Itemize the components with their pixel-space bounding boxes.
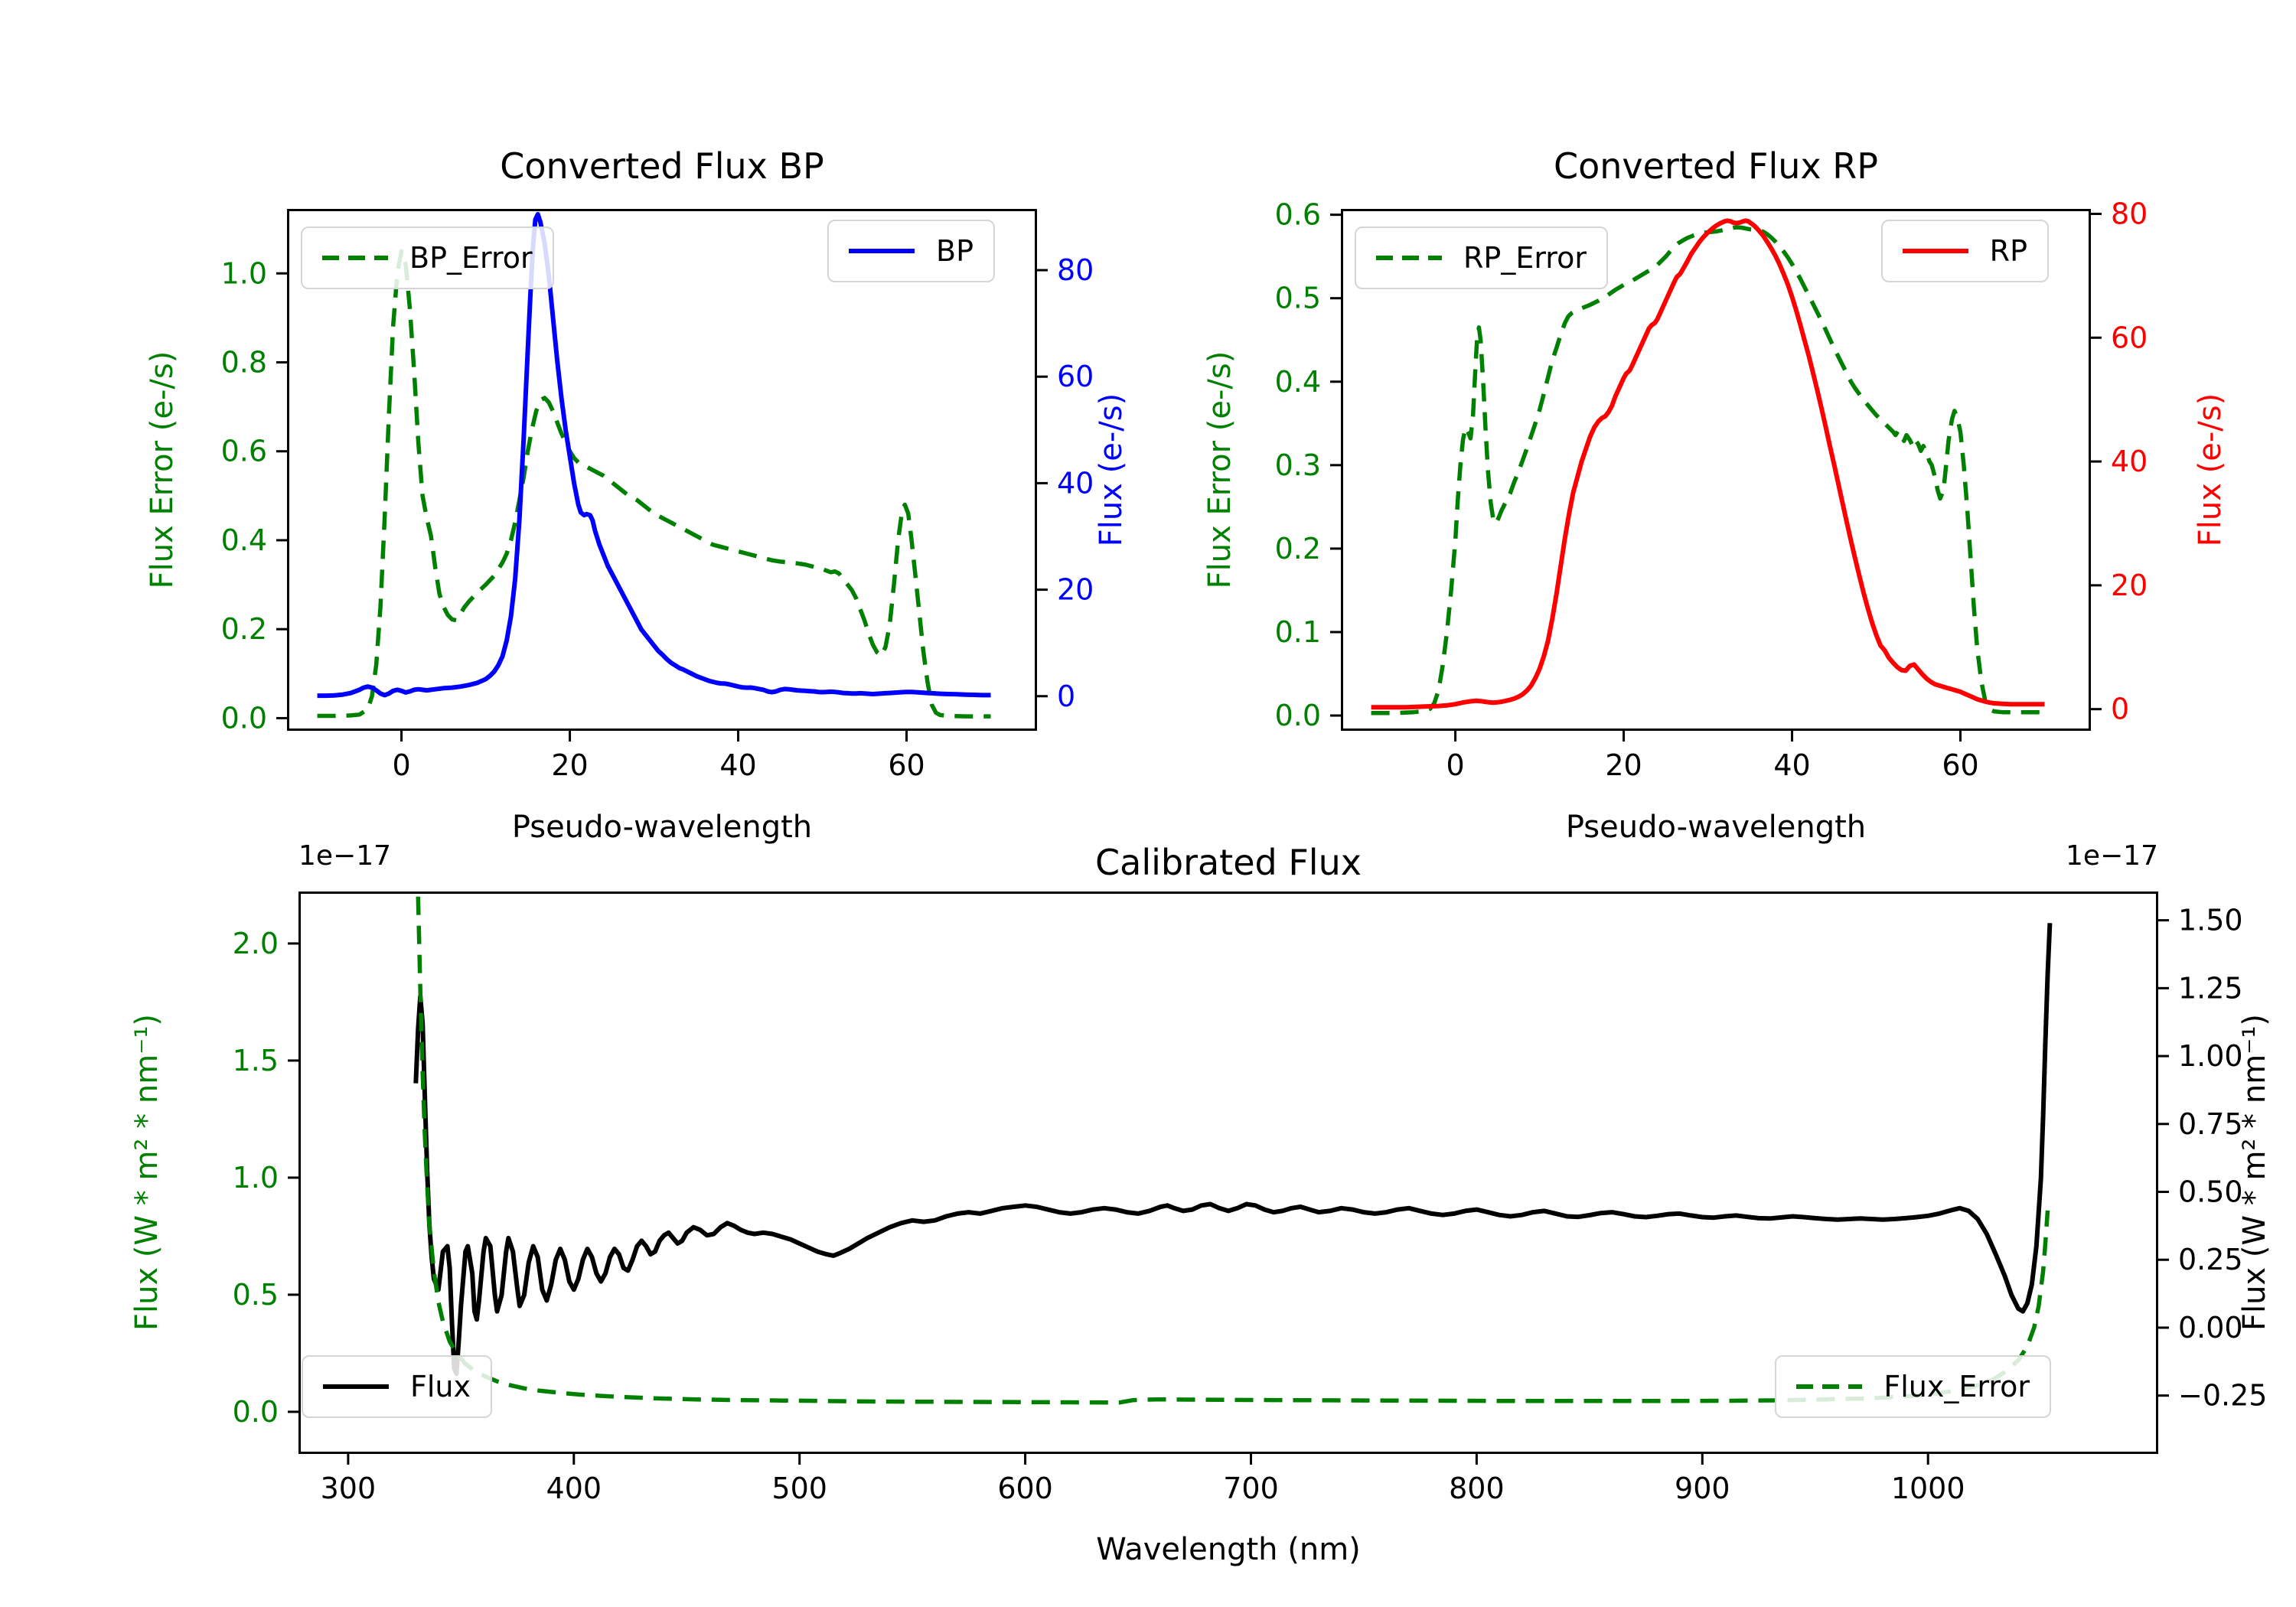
right-tick-label: 0 — [2111, 693, 2129, 726]
left-tick-label: 0.0 — [233, 1395, 279, 1429]
bp-error-legend-line-icon — [322, 256, 388, 260]
bp-legend: BP — [827, 220, 995, 282]
right-tick-label: 20 — [1057, 573, 1094, 607]
left-tick-label: 0.6 — [221, 435, 267, 468]
right-tick-label: 20 — [2111, 569, 2148, 602]
x-tick-label: 800 — [1449, 1472, 1505, 1505]
left-tick-label: 0.3 — [1275, 448, 1321, 482]
bp-legend-label: BP — [936, 234, 974, 268]
left-tick-label: 0.0 — [221, 701, 267, 735]
rp_error-curve — [1371, 225, 2045, 715]
left-tick-label: 0.5 — [233, 1278, 279, 1312]
rp-legend-line-icon — [1902, 249, 1968, 253]
x-tick-label: 20 — [1605, 748, 1642, 782]
right-axis-offset-label: 1e−17 — [2065, 840, 2158, 872]
axes-spines — [298, 892, 2158, 1454]
right-tick-label: 1.00 — [2178, 1039, 2243, 1073]
calibrated-x-axis-label: Wavelength (nm) — [1096, 1532, 1361, 1567]
left-tick-label: 0.0 — [1275, 699, 1321, 732]
rp-chart-canvas: 0 20 40 60 0.0 0.1 0.2 0.3 0.4 0.5 0.6 0 20 40 60 80 — [1275, 197, 2148, 782]
left-tick-label: 0.5 — [1275, 282, 1321, 315]
x-tick-label: 700 — [1223, 1472, 1279, 1505]
left-tick-label: 1.5 — [233, 1044, 279, 1077]
right-tick-label: 40 — [2111, 445, 2148, 478]
right-tick-label: 0.00 — [2178, 1311, 2243, 1345]
left-tick-label: 0.6 — [1275, 198, 1321, 232]
rp-error-legend-line-icon — [1376, 256, 1442, 260]
rp-plot-title: Converted Flux RP — [1554, 145, 1878, 187]
left-tick-label: 1.0 — [233, 1161, 279, 1195]
right-tick-label: 80 — [2111, 197, 2148, 230]
rp-error-legend: RP_Error — [1355, 227, 1608, 289]
x-tick-label: 500 — [771, 1472, 827, 1505]
left-tick-label: 2.0 — [233, 927, 279, 960]
calibrated-chart-canvas: 300 400 500 600 700 800 900 1000 0.0 0.5 1.0 1.5 2.0… — [233, 892, 2267, 1505]
calibrated-left-axis-label: Flux (W * m² * nm⁻¹) — [129, 1014, 165, 1331]
right-tick-label: 0 — [1057, 680, 1075, 713]
x-tick-label: 60 — [888, 748, 925, 782]
left-tick-label: 0.2 — [221, 612, 267, 646]
rp-legend-label: RP — [1989, 234, 2027, 268]
right-tick-label: 1.25 — [2178, 971, 2243, 1005]
right-tick-label: 60 — [2111, 321, 2148, 354]
rp-left-axis-label: Flux Error (e-/s) — [1202, 350, 1238, 589]
flux-error-legend-label: Flux_Error — [1883, 1370, 2030, 1403]
x-tick-label: 40 — [1773, 748, 1810, 782]
flux-legend-label: Flux — [410, 1370, 471, 1403]
x-tick-label: 60 — [1942, 748, 1978, 782]
x-tick-label: 600 — [997, 1472, 1053, 1505]
flux_error-curve — [416, 896, 2050, 1405]
x-tick-label: 400 — [546, 1472, 602, 1505]
left-tick-label: 0.8 — [221, 346, 267, 380]
right-tick-label: 1.50 — [2178, 904, 2243, 937]
axes-spines — [287, 209, 1037, 731]
bp-chart-canvas: 0 20 40 60 0.0 0.2 0.4 0.6 0.8 1.0 0 20 40 60 80 — [221, 209, 1094, 782]
x-tick-label: 40 — [719, 748, 756, 782]
flux-legend: Flux — [302, 1355, 492, 1418]
rp-error-legend-label: RP_Error — [1463, 241, 1587, 275]
right-tick-label: 80 — [1057, 253, 1094, 287]
calibrated-plot-title: Calibrated Flux — [1095, 842, 1362, 883]
left-tick-label: 0.4 — [1275, 365, 1321, 399]
bp-x-axis-label: Pseudo-wavelength — [511, 810, 813, 845]
right-tick-label: 0.75 — [2178, 1107, 2243, 1141]
bp-error-legend: BP_Error — [301, 227, 554, 289]
left-tick-label: 0.1 — [1275, 615, 1321, 649]
x-tick-label: 20 — [551, 748, 588, 782]
right-tick-label: 0.25 — [2178, 1243, 2243, 1276]
right-tick-label: 60 — [1057, 360, 1094, 393]
bp-error-legend-label: BP_Error — [409, 241, 533, 275]
flux-error-legend: Flux_Error — [1775, 1355, 2051, 1418]
x-tick-label: 0 — [1446, 748, 1464, 782]
right-tick-label: 40 — [1057, 466, 1094, 500]
bp-right-axis-label: Flux (e-/s) — [1094, 393, 1129, 547]
left-tick-label: 0.4 — [221, 523, 267, 557]
rp-curve — [1371, 218, 2045, 710]
flux-legend-line-icon — [323, 1384, 389, 1389]
flux-curve — [413, 923, 2053, 1377]
flux-error-legend-line-icon — [1796, 1384, 1863, 1389]
bp-left-axis-label: Flux Error (e-/s) — [145, 350, 180, 589]
bp_error-curve — [317, 249, 991, 719]
left-tick-label: 1.0 — [221, 256, 267, 290]
axes-spines — [1341, 209, 2091, 731]
bp-plot-title: Converted Flux BP — [500, 145, 824, 187]
x-tick-label: 1000 — [1891, 1472, 1965, 1505]
right-tick-label: −0.25 — [2178, 1379, 2267, 1413]
x-tick-label: 0 — [392, 748, 410, 782]
left-tick-label: 0.2 — [1275, 532, 1321, 566]
rp-right-axis-label: Flux (e-/s) — [2193, 393, 2228, 547]
bp-legend-line-icon — [849, 249, 915, 253]
rp-legend: RP — [1880, 220, 2049, 282]
bp-curve — [317, 212, 991, 699]
x-tick-label: 900 — [1675, 1472, 1730, 1505]
x-tick-label: 300 — [321, 1472, 377, 1505]
rp-x-axis-label: Pseudo-wavelength — [1565, 810, 1867, 845]
right-tick-label: 0.50 — [2178, 1175, 2243, 1209]
left-axis-offset-label: 1e−17 — [298, 840, 392, 872]
